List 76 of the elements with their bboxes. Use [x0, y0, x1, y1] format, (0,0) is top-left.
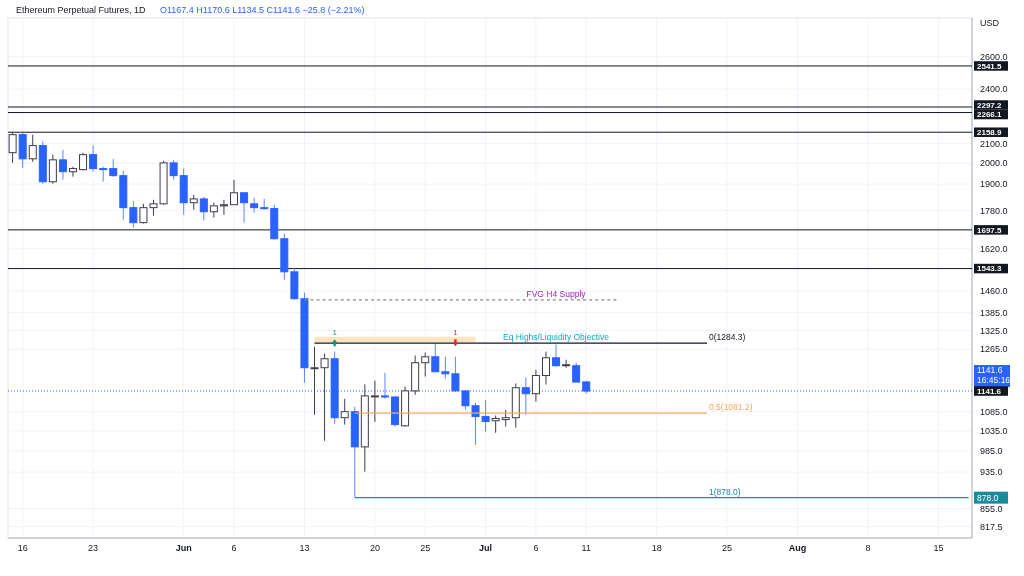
annotation: 0(1284.3): [708, 332, 746, 343]
candlestick: [209, 202, 218, 219]
annotation: 1: [453, 328, 459, 338]
candlestick: [28, 134, 37, 163]
x-tick-label: Aug: [788, 543, 807, 553]
x-tick-label: 6: [533, 543, 539, 553]
y-axis-title: USD: [980, 18, 1000, 28]
candlestick: [431, 342, 440, 373]
y-tick-label: 2400.0: [980, 84, 1008, 95]
y-tick-label: 985.0: [980, 446, 1003, 457]
y-tick-label: 2100.0: [980, 138, 1008, 149]
candlestick: [340, 398, 349, 426]
y-tick-label: 1385.0: [980, 307, 1008, 318]
chart-title: Ethereum Perpetual Futures, 1D: [16, 5, 147, 15]
candlestick: [421, 352, 430, 378]
candlestick: [572, 362, 581, 383]
x-tick-label: 18: [651, 543, 662, 553]
candlestick: [552, 344, 561, 368]
text: 16:45:16: [977, 375, 1011, 386]
candlestick: [169, 159, 178, 181]
chart-subtitle: O1167.4 H1170.6 L1134.5 C1141.6 −25.8 (−2.21%): [160, 5, 365, 15]
ref-line-label: 2297.2: [977, 100, 1003, 110]
y-tick-label: 817.5: [980, 521, 1003, 532]
candlestick: [129, 200, 138, 229]
y-tick-label: 1780.0: [980, 205, 1008, 216]
annotation: 0.5(1081.2): [708, 402, 753, 413]
y-tick-label: 1620.0: [980, 244, 1008, 255]
candlestick: [8, 131, 17, 164]
x-tick-label: 6: [231, 543, 237, 553]
annotation: 1: [332, 328, 338, 338]
x-tick-label: Jul: [479, 543, 493, 553]
x-tick-label: Jun: [175, 543, 192, 553]
y-tick-label: 1265.0: [980, 344, 1008, 355]
text: 1141.6: [977, 365, 1003, 376]
x-tick-label: 11: [581, 543, 591, 553]
x-tick-label: 20: [369, 543, 380, 553]
ref-line-label: 1543.3: [977, 264, 1003, 274]
annotation: FVG H4 Supply: [526, 288, 587, 299]
annotation: 1(878.0): [708, 486, 741, 497]
y-tick-label: 1460.0: [980, 286, 1008, 297]
x-tick-label: 25: [722, 543, 733, 553]
ref-line-label: 1697.5: [977, 225, 1003, 235]
candlestick: [562, 359, 571, 369]
candlestick: [58, 149, 67, 181]
y-tick-label: 1085.0: [980, 406, 1008, 417]
candlestick: [441, 356, 450, 380]
y-tick-label: 855.0: [980, 503, 1003, 514]
ref-line-label: 2158.9: [977, 128, 1003, 138]
y-tick-label: 1900.0: [980, 179, 1008, 190]
candlestick: [240, 192, 249, 224]
ref-line-label: 1141.6: [977, 386, 1002, 396]
x-tick-label: 15: [933, 543, 944, 553]
x-tick-label: 23: [88, 543, 99, 553]
text: 878.0: [977, 492, 999, 503]
y-tick-label: 1035.0: [980, 425, 1008, 436]
x-tick-label: 16: [17, 543, 28, 553]
candlestick: [531, 369, 540, 403]
y-tick-label: 2600.0: [980, 51, 1008, 62]
y-tick-label: 2000.0: [980, 158, 1008, 169]
candlestick: [68, 166, 77, 178]
candlestick: [230, 179, 239, 206]
candlestick: [370, 380, 379, 423]
x-tick-label: 25: [420, 543, 431, 553]
candlestick: [48, 154, 57, 185]
candlestick: [199, 196, 208, 222]
ref-line-label: 2541.5: [977, 61, 1003, 71]
y-tick-label: 1325.0: [980, 325, 1008, 336]
x-tick-label: 13: [299, 543, 310, 553]
candlestick: [250, 197, 259, 214]
candlestick: [541, 351, 550, 386]
candlestick: [219, 199, 228, 216]
candlestick: [89, 145, 98, 173]
y-tick-label: 935.0: [980, 467, 1003, 478]
ref-line-label: 2266.1: [977, 110, 1003, 120]
x-tick-label: 8: [865, 543, 871, 553]
annotation: Eq Highs/Liquidity Objective: [503, 332, 610, 343]
